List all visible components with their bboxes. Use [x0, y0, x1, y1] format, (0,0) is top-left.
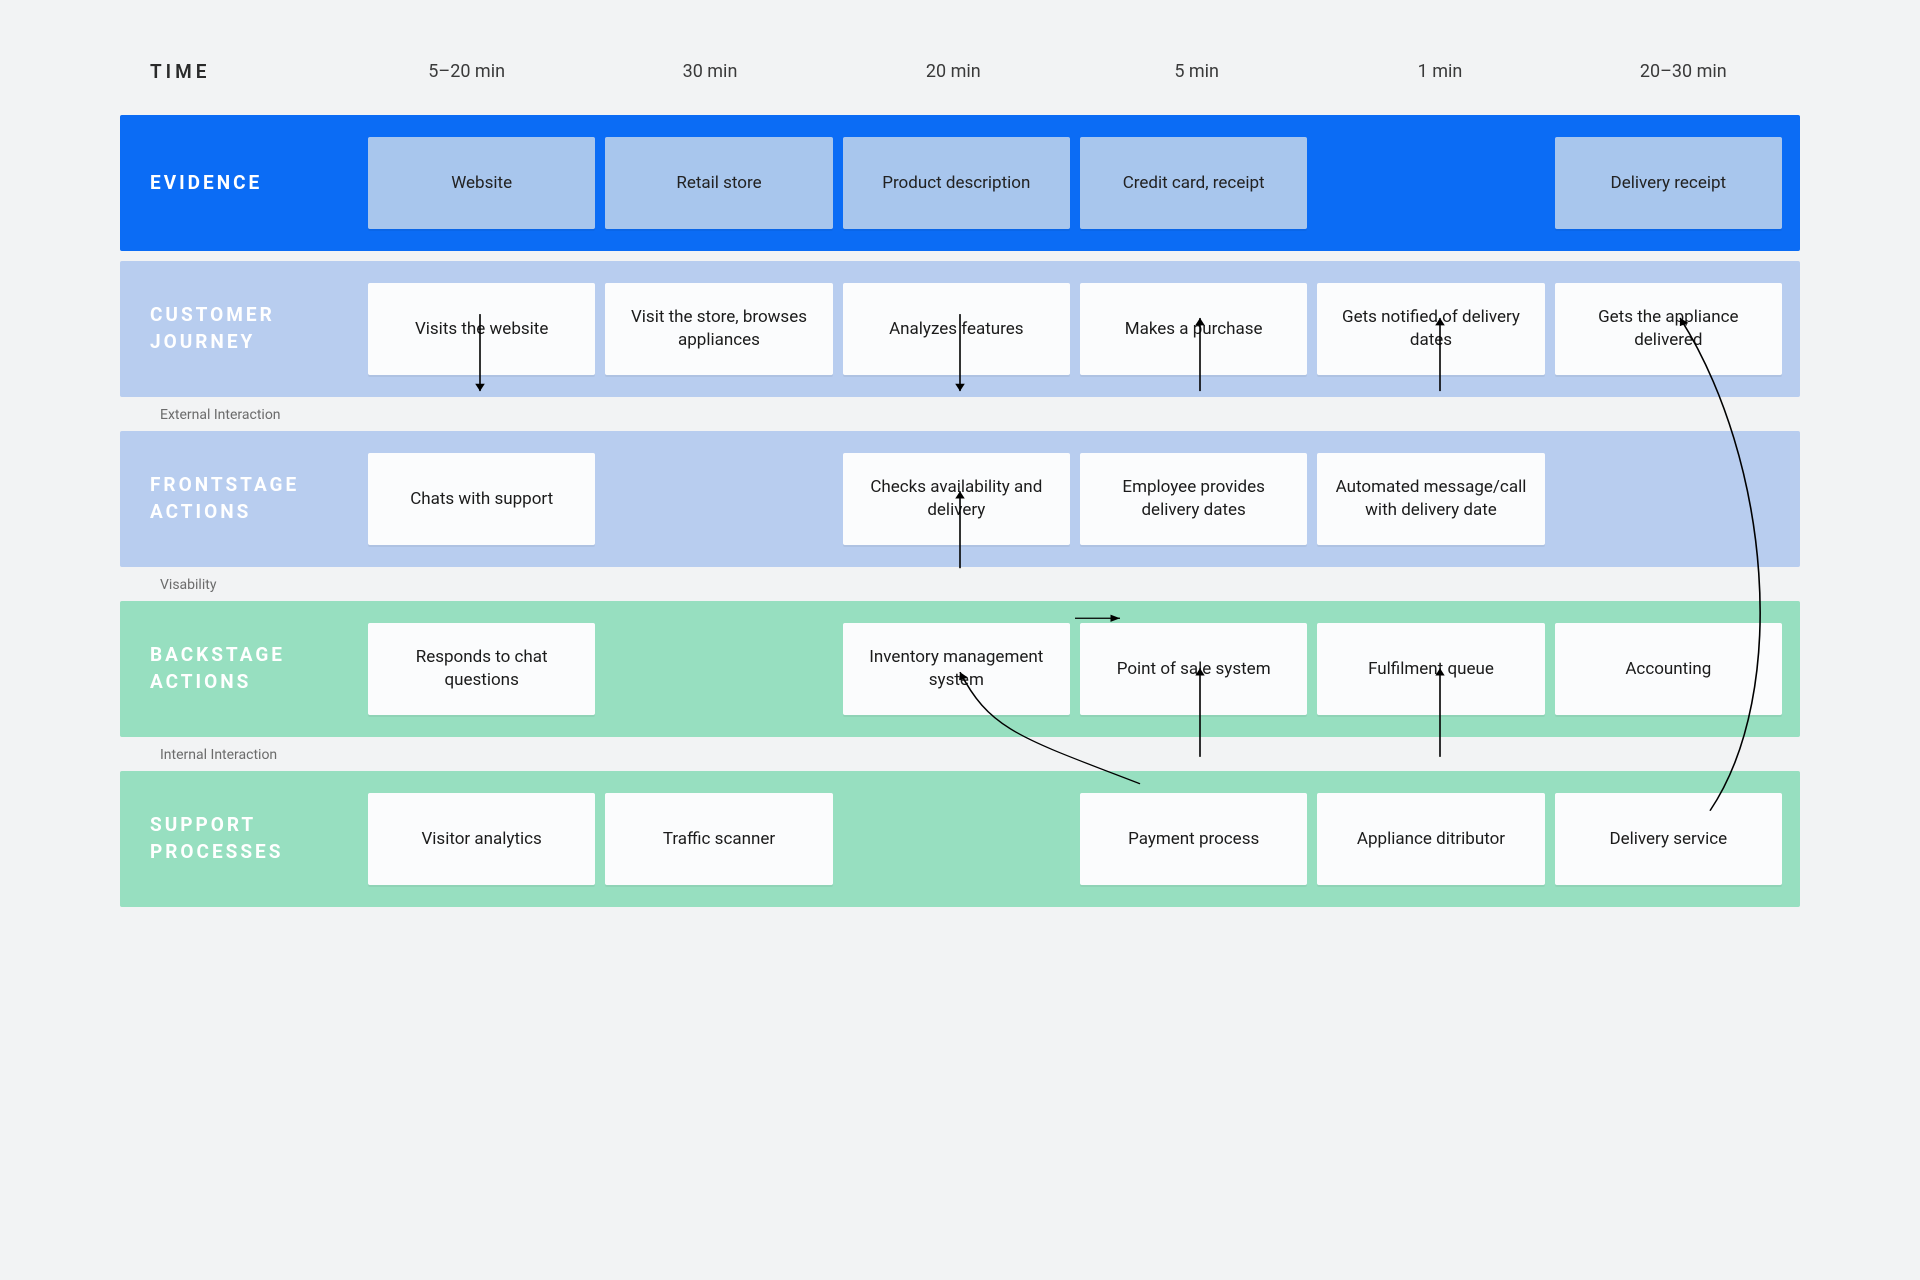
evidence-card: Website	[368, 137, 595, 229]
lane-backstage: BACKSTAGE ACTIONS Responds to chat quest…	[120, 601, 1800, 737]
time-row: TIME 5–20 min 30 min 20 min 5 min 1 min …	[120, 60, 1800, 83]
evidence-card: Product description	[843, 137, 1070, 229]
divider-internal: Internal Interaction	[120, 747, 1800, 763]
lane-backstage-title: BACKSTAGE ACTIONS	[138, 642, 358, 695]
backstage-card: Accounting	[1555, 623, 1782, 715]
time-col-3: 20 min	[837, 61, 1070, 82]
time-col-6: 20–30 min	[1567, 61, 1800, 82]
customer-card: Visits the website	[368, 283, 595, 375]
customer-card: Makes a purchase	[1080, 283, 1307, 375]
time-col-5: 1 min	[1323, 61, 1556, 82]
time-col-2: 30 min	[593, 61, 826, 82]
customer-card: Gets notified of delivery dates	[1317, 283, 1544, 375]
evidence-card: Delivery receipt	[1555, 137, 1782, 229]
customer-card: Analyzes features	[843, 283, 1070, 375]
evidence-card: Credit card, receipt	[1080, 137, 1307, 229]
backstage-card: Point of sale system	[1080, 623, 1307, 715]
lane-customer-title: CUSTOMER JOURNEY	[138, 302, 358, 355]
lane-support: SUPPORT PROCESSES Visitor analytics Traf…	[120, 771, 1800, 907]
lane-support-title: SUPPORT PROCESSES	[138, 812, 358, 865]
lane-customer: CUSTOMER JOURNEY Visits the website Visi…	[120, 261, 1800, 397]
customer-card: Visit the store, browses appliances	[605, 283, 832, 375]
divider-visibility: Visability	[120, 577, 1800, 593]
support-card: Payment process	[1080, 793, 1307, 885]
frontstage-card: Checks availability and delivery	[843, 453, 1070, 545]
divider-external: External Interaction	[120, 407, 1800, 423]
lane-frontstage: FRONTSTAGE ACTIONS Chats with support Ch…	[120, 431, 1800, 567]
lane-evidence: EVIDENCE Website Retail store Product de…	[120, 115, 1800, 251]
evidence-card: Retail store	[605, 137, 832, 229]
backstage-card: Responds to chat questions	[368, 623, 595, 715]
time-col-4: 5 min	[1080, 61, 1313, 82]
frontstage-card: Employee provides delivery dates	[1080, 453, 1307, 545]
support-card: Appliance ditributor	[1317, 793, 1544, 885]
service-blueprint: TIME 5–20 min 30 min 20 min 5 min 1 min …	[120, 60, 1800, 907]
lane-frontstage-title: FRONTSTAGE ACTIONS	[138, 472, 358, 525]
support-card: Delivery service	[1555, 793, 1782, 885]
time-label: TIME	[120, 60, 340, 83]
support-card: Visitor analytics	[368, 793, 595, 885]
backstage-card: Inventory management system	[843, 623, 1070, 715]
support-card: Traffic scanner	[605, 793, 832, 885]
frontstage-card: Chats with support	[368, 453, 595, 545]
lane-evidence-title: EVIDENCE	[138, 170, 358, 197]
frontstage-card: Automated message/call with delivery dat…	[1317, 453, 1544, 545]
backstage-card: Fulfilment queue	[1317, 623, 1544, 715]
customer-card: Gets the appliance delivered	[1555, 283, 1782, 375]
time-col-1: 5–20 min	[350, 61, 583, 82]
